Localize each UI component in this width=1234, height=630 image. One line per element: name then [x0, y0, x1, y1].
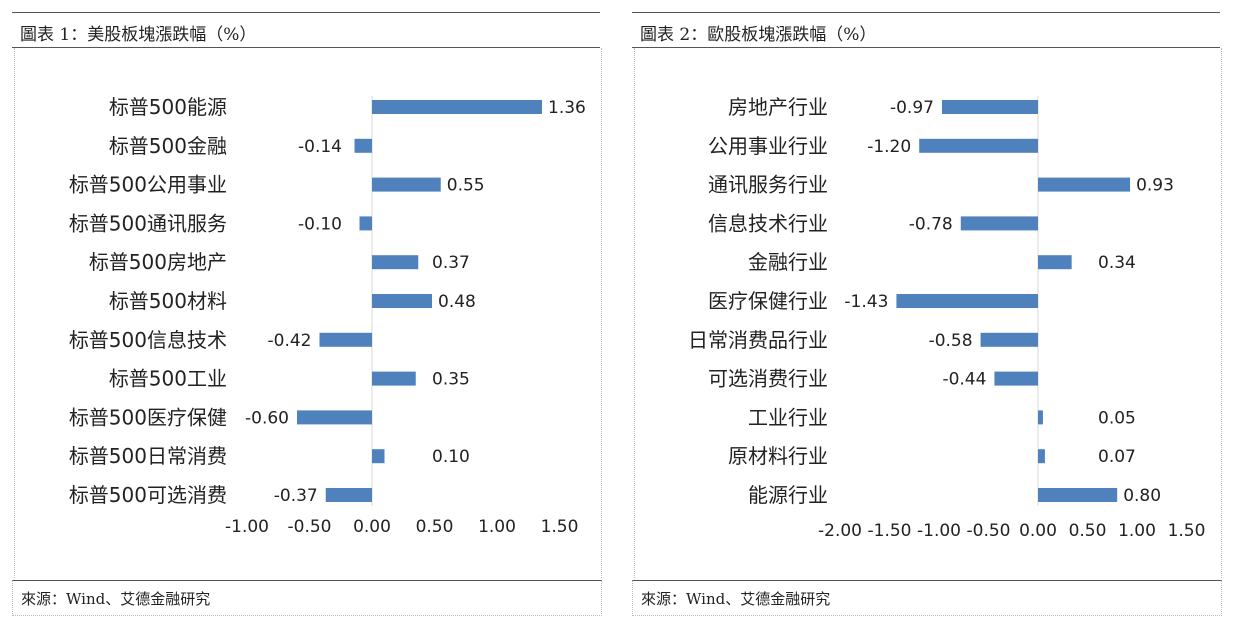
title-bar: 圖表 1：美股板塊漲跌幅（%） [12, 12, 600, 48]
source-bar: 來源：Wind、艾德金融研究 [12, 580, 602, 616]
category-label: 原材料行业 [728, 444, 828, 468]
category-label: 日常消费品行业 [688, 328, 828, 352]
category-label: 标普500能源 [109, 95, 227, 119]
bar [372, 100, 542, 114]
bar [372, 371, 416, 386]
bar-chart-eu-sectors: 房地产行业 -0.97 公用事业行业 -1.20 通讯服务行业 0.93 信息技术行业 -0.… [688, 95, 1206, 541]
bar [1038, 410, 1043, 425]
data-label: -0.10 [298, 214, 342, 234]
x-tick-label: 1.50 [541, 517, 579, 537]
category-label: 标普500金融 [109, 134, 227, 158]
chart-source: 來源：Wind、艾德金融研究 [21, 590, 211, 608]
x-tick-label: 0.50 [1069, 521, 1107, 541]
x-tick-label: 1.00 [478, 517, 516, 537]
source-bar: 來源：Wind、艾德金融研究 [632, 580, 1222, 616]
data-label: 0.48 [438, 292, 476, 312]
data-label: 0.35 [432, 370, 470, 390]
data-label: -0.60 [245, 408, 289, 428]
data-label: -0.37 [274, 486, 318, 506]
category-label: 标普500通讯服务 [69, 211, 227, 235]
bar [1038, 488, 1118, 502]
bar [994, 371, 1038, 386]
bar [325, 488, 372, 502]
bar [1038, 255, 1072, 270]
data-label: -1.43 [844, 292, 888, 312]
x-tick-label: 1.00 [1118, 521, 1156, 541]
category-label: 金融行业 [748, 250, 828, 274]
chart-panel-eu: 圖表 2：歐股板塊漲跌幅（%） 房地产行业 -0.97 公用事业行业 -1.20 通讯服… [632, 12, 1222, 616]
chart-title: 圖表 2：歐股板塊漲跌幅（%） [640, 25, 877, 45]
category-label: 信息技术行业 [708, 211, 828, 235]
data-label: 0.37 [432, 253, 470, 273]
data-label: 0.05 [1098, 408, 1136, 428]
data-label: 1.36 [548, 98, 586, 118]
bar [1038, 449, 1045, 464]
bar [919, 138, 1038, 153]
x-tick-label: -1.00 [225, 517, 269, 537]
x-tick-label: 0.50 [416, 517, 454, 537]
category-label: 工业行业 [748, 405, 828, 429]
category-label: 公用事业行业 [708, 134, 828, 158]
bar [359, 216, 372, 231]
chart-panel-us: 圖表 1：美股板塊漲跌幅（%） 标普500能源 1.36 标普500金融 -0.14 标… [12, 12, 602, 616]
bar [372, 177, 441, 192]
category-label: 标普500日常消费 [69, 444, 227, 468]
bar-chart-us-sectors: 标普500能源 1.36 标普500金融 -0.14 标普500公用事业 0.55 标普50… [69, 95, 586, 537]
data-label: -0.44 [942, 370, 986, 390]
data-label: 0.10 [432, 447, 470, 467]
bar [1038, 177, 1131, 192]
title-bar: 圖表 2：歐股板塊漲跌幅（%） [632, 12, 1220, 48]
x-tick-label: -0.50 [288, 517, 332, 537]
data-label: 0.55 [447, 176, 485, 196]
bar [297, 410, 372, 425]
bar [980, 332, 1038, 347]
category-label: 标普500工业 [109, 367, 227, 391]
data-label: 0.07 [1098, 447, 1136, 467]
data-label: -0.78 [909, 214, 953, 234]
bar [960, 216, 1038, 231]
x-tick-label: -2.00 [818, 521, 862, 541]
bar [941, 100, 1038, 114]
data-label: -0.58 [929, 331, 973, 351]
category-label: 标普500可选消费 [69, 483, 227, 507]
data-label: 0.93 [1136, 176, 1174, 196]
category-label: 房地产行业 [728, 95, 828, 119]
category-label: 通讯服务行业 [708, 173, 828, 197]
category-label: 标普500材料 [109, 289, 227, 313]
chart-title: 圖表 1：美股板塊漲跌幅（%） [20, 25, 257, 45]
category-label: 标普500房地产 [89, 250, 227, 274]
bar [372, 449, 385, 464]
x-tick-label: 1.50 [1168, 521, 1206, 541]
data-label: -0.42 [268, 331, 312, 351]
bar [372, 255, 419, 270]
x-tick-label: 0.00 [353, 517, 391, 537]
category-label: 医疗保健行业 [708, 289, 828, 313]
data-label: -1.20 [867, 137, 911, 157]
category-label: 标普500信息技术 [69, 328, 227, 352]
x-tick-label: -1.00 [917, 521, 961, 541]
data-label: 0.80 [1123, 486, 1161, 506]
bar [372, 294, 432, 308]
plot-area: 房地产行业 -0.97 公用事业行业 -1.20 通讯服务行业 0.93 信息技术行业 -0.… [634, 48, 1222, 578]
plot-area: 标普500能源 1.36 标普500金融 -0.14 标普500公用事业 0.55 标普50… [14, 48, 602, 578]
data-label: -0.14 [298, 137, 342, 157]
x-tick-label: -1.50 [868, 521, 912, 541]
category-label: 标普500公用事业 [69, 173, 227, 197]
category-label: 能源行业 [748, 483, 828, 507]
x-tick-label: -0.50 [967, 521, 1011, 541]
bar [319, 332, 372, 347]
category-label: 标普500医疗保健 [69, 405, 227, 429]
chart-source: 來源：Wind、艾德金融研究 [641, 590, 831, 608]
bar [896, 294, 1038, 308]
data-label: -0.97 [890, 98, 934, 118]
x-tick-label: 0.00 [1019, 521, 1057, 541]
category-label: 可选消费行业 [708, 367, 828, 391]
data-label: 0.34 [1098, 253, 1136, 273]
bar [354, 138, 372, 153]
